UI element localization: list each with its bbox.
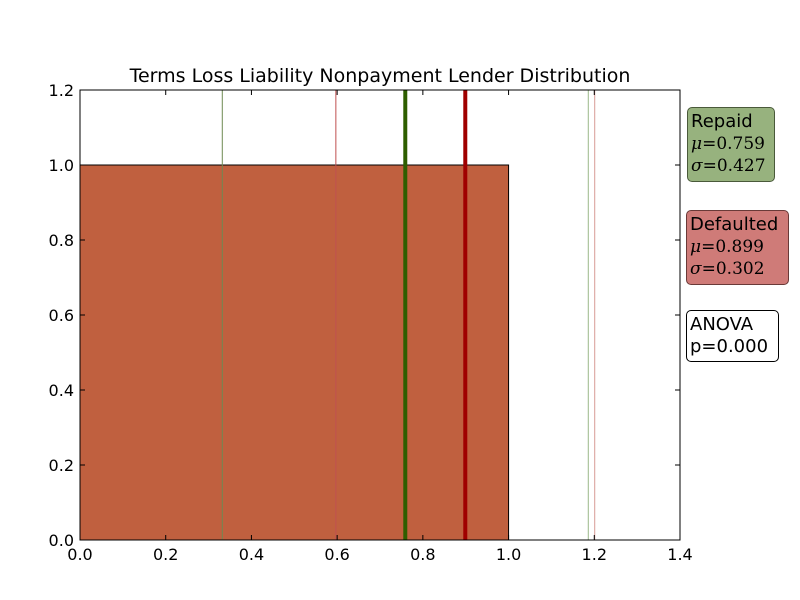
histogram-bar-0 xyxy=(79,164,510,541)
x-tick-label: 1.0 xyxy=(496,545,521,564)
x-tick-label: 0.2 xyxy=(153,545,178,564)
defaulted-std: σ=0.302 xyxy=(690,258,765,279)
x-tick-label: 0.6 xyxy=(324,545,349,564)
defaulted-label: Defaulted xyxy=(690,214,779,235)
x-tick-label: 1.2 xyxy=(582,545,607,564)
y-tick-label: 0.2 xyxy=(49,456,74,475)
y-tick-label: 1.0 xyxy=(49,156,74,175)
mu-symbol: μ xyxy=(690,236,702,257)
chart-title: Terms Loss Liability Nonpayment Lender D… xyxy=(129,65,631,87)
x-tick-label: 1.4 xyxy=(667,545,692,564)
repaid-std: σ=0.427 xyxy=(691,155,766,176)
x-tick-label: 0.8 xyxy=(410,545,435,564)
y-tick-label: 0.4 xyxy=(49,381,74,400)
sigma-symbol: σ xyxy=(690,258,702,279)
y-tick-label: 1.2 xyxy=(49,81,74,100)
sigma-symbol: σ xyxy=(691,155,703,176)
mu-symbol: μ xyxy=(691,133,703,154)
x-tick-label: 0.4 xyxy=(239,545,264,564)
y-tick-label: 0.0 xyxy=(49,531,74,550)
defaulted-stats-box: Defaulted μ=0.899 σ=0.302 xyxy=(686,210,789,285)
repaid-mean: μ=0.759 xyxy=(691,133,765,154)
y-tick-label: 0.8 xyxy=(49,231,74,250)
anova-label: ANOVA xyxy=(690,314,754,335)
y-tick-label: 0.6 xyxy=(49,306,74,325)
anova-p-value: p=0.000 xyxy=(690,335,769,357)
anova-box: ANOVA p=0.000 xyxy=(686,310,779,363)
defaulted-mean: μ=0.899 xyxy=(690,236,764,257)
x-tick-label: 0.0 xyxy=(67,545,92,564)
repaid-label: Repaid xyxy=(691,111,753,132)
repaid-stats-box: Repaid μ=0.759 σ=0.427 xyxy=(687,107,775,182)
